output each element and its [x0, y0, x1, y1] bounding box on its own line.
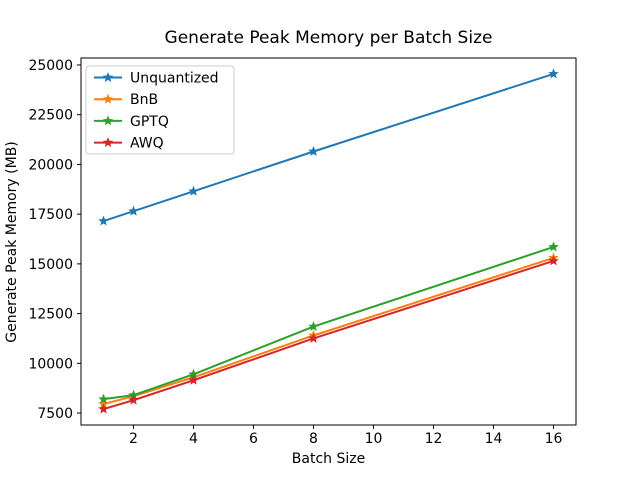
- legend-star-marker-GPTQ: [102, 115, 114, 126]
- y-tick-label: 22500: [28, 108, 73, 124]
- legend-star-marker-BnB: [102, 93, 114, 104]
- series-line-GPTQ: [103, 246, 554, 401]
- x-tick-label: 10: [365, 431, 383, 447]
- x-tick-label: 16: [545, 431, 563, 447]
- star-marker-GPTQ: [128, 389, 139, 400]
- star-marker-GPTQ: [98, 393, 109, 404]
- legend-label-BnB: BnB: [130, 92, 158, 108]
- x-tick-label: 14: [485, 431, 503, 447]
- y-tick-label: 10000: [28, 356, 73, 372]
- legend-label-Unquantized: Unquantized: [130, 71, 219, 87]
- star-marker-AWQ: [98, 403, 109, 414]
- x-tick-label: 8: [309, 431, 318, 447]
- x-tick-label: 12: [425, 431, 443, 447]
- legend-box: [85, 65, 235, 155]
- star-marker-BnB: [98, 398, 109, 409]
- star-marker-Unquantized: [308, 145, 319, 156]
- star-marker-AWQ: [188, 374, 199, 385]
- star-marker-GPTQ: [308, 321, 319, 331]
- star-marker-AWQ: [548, 255, 559, 266]
- axes-frame: [80, 57, 577, 426]
- star-marker-AWQ: [128, 394, 139, 405]
- y-tick-label: 15000: [28, 257, 73, 273]
- y-tick-label: 12500: [28, 307, 73, 323]
- legend-star-marker-AWQ: [102, 137, 114, 148]
- star-marker-GPTQ: [548, 241, 559, 252]
- star-marker-Unquantized: [98, 215, 109, 226]
- star-marker-Unquantized: [548, 68, 559, 79]
- legend-star-marker-Unquantized: [102, 72, 114, 82]
- series-line-AWQ: [103, 259, 554, 411]
- y-tick-label: 17500: [28, 207, 73, 223]
- legend-label-AWQ: AWQ: [130, 136, 164, 152]
- y-tick-label: 25000: [28, 58, 73, 74]
- x-axis-label: Batch Size: [291, 451, 366, 467]
- star-marker-Unquantized: [188, 185, 199, 196]
- y-tick-label: 7500: [37, 406, 73, 422]
- legend-label-GPTQ: GPTQ: [130, 114, 169, 130]
- x-tick-label: 6: [249, 431, 258, 447]
- y-tick-label: 20000: [28, 157, 73, 173]
- x-tick-label: 2: [129, 431, 138, 447]
- star-marker-AWQ: [308, 332, 319, 343]
- star-marker-Unquantized: [128, 205, 139, 216]
- chart-title: Generate Peak Memory per Batch Size: [164, 28, 493, 48]
- x-tick-label: 4: [189, 431, 198, 447]
- star-marker-GPTQ: [188, 368, 199, 379]
